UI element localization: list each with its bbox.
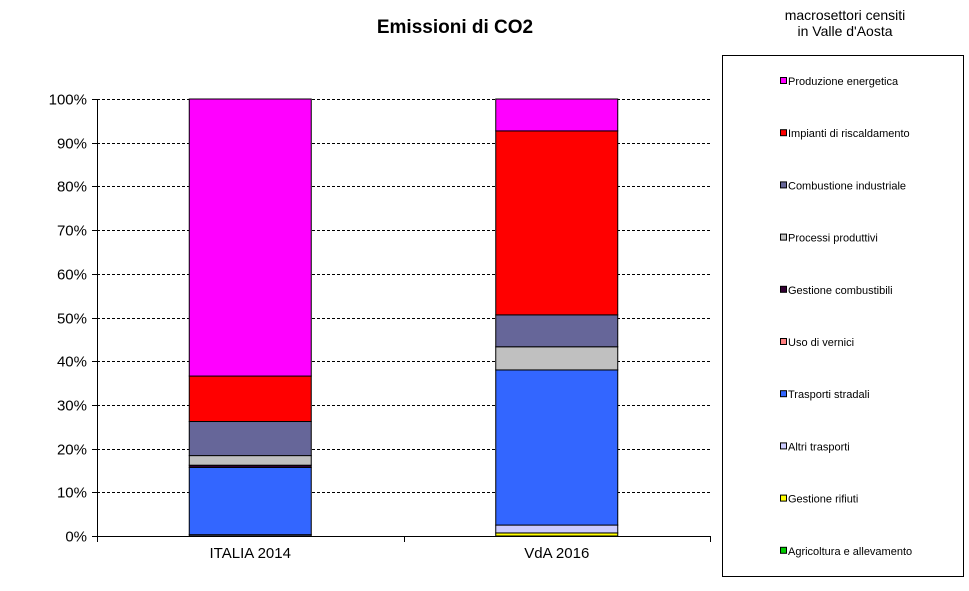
legend-label: Gestione combustibili <box>788 285 893 297</box>
legend-swatch <box>780 129 787 137</box>
legend-label: Impianti di riscaldamento <box>788 128 910 140</box>
legend-label: Trasporti stradali <box>788 389 870 401</box>
bar-segment <box>495 314 619 348</box>
chart-title: Emissioni di CO2 <box>377 17 533 38</box>
legend-swatch <box>780 77 787 84</box>
legend-swatch <box>780 181 787 189</box>
legend-swatch <box>780 285 787 293</box>
legend-label: Altri trasporti <box>788 441 850 453</box>
y-tick-label: 10% <box>57 485 87 502</box>
legend-label: Processi produttivi <box>788 233 878 245</box>
y-tick-label: 100% <box>49 92 87 109</box>
bar-segment <box>495 346 619 371</box>
x-tick-label: ITALIA 2014 <box>210 545 291 562</box>
legend-label: Combustione industriale <box>788 180 906 192</box>
legend-swatch <box>780 338 787 345</box>
bar-segment <box>495 369 619 526</box>
bar-segment <box>495 98 619 132</box>
y-tick-label: 60% <box>57 267 87 284</box>
bar-segment <box>188 375 312 423</box>
y-tick-label: 20% <box>57 442 87 459</box>
bar-segment <box>495 524 619 534</box>
legend-swatch <box>780 390 787 398</box>
y-tick-label: 50% <box>57 311 87 328</box>
y-tick-label: 30% <box>57 398 87 415</box>
legend-title: macrosettori censiti in Valle d'Aosta <box>785 7 906 39</box>
bar-segment <box>495 130 619 316</box>
legend-label: Agricoltura e allevamento <box>788 546 912 558</box>
legend-swatch <box>780 233 787 241</box>
legend-label: Gestione rifiuti <box>788 494 858 506</box>
legend-title-line: macrosettori censiti <box>785 7 906 23</box>
legend-box <box>722 55 964 577</box>
legend-label: Produzione energetica <box>788 76 899 88</box>
legend-swatch <box>780 494 787 502</box>
bar-segment <box>188 421 312 457</box>
y-tick-label: 70% <box>57 223 87 240</box>
legend-label: Uso di vernici <box>788 337 854 349</box>
bar-segment <box>188 98 312 377</box>
bar-segment <box>188 466 312 536</box>
y-tick-label: 90% <box>57 136 87 153</box>
bar-segment <box>188 455 312 466</box>
y-tick-label: 40% <box>57 354 87 371</box>
legend-title-line: in Valle d'Aosta <box>797 23 892 39</box>
x-tick-label: VdA 2016 <box>524 545 589 562</box>
y-tick-label: 0% <box>65 529 87 546</box>
y-tick-label: 80% <box>57 179 87 196</box>
legend-swatch <box>780 442 787 450</box>
legend-swatch <box>780 546 787 554</box>
